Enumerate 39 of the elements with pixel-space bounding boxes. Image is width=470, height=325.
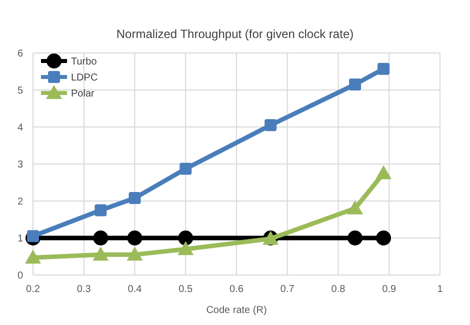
point — [378, 62, 390, 75]
x-tick-label: 0.3 — [76, 284, 92, 295]
legend-label: Turbo — [71, 56, 98, 68]
point — [347, 200, 364, 214]
y-tick-label: 0 — [17, 270, 24, 282]
legend-label: LDPC — [71, 72, 98, 84]
point — [376, 230, 392, 246]
x-tick-label: 0.5 — [178, 284, 194, 295]
point — [92, 246, 109, 261]
point — [93, 230, 108, 246]
point — [376, 165, 392, 180]
x-tick-label: 1 — [437, 284, 444, 295]
point — [127, 230, 142, 246]
point — [178, 241, 194, 256]
y-tick-label: 6 — [17, 48, 24, 60]
point — [348, 230, 363, 246]
x-tick-label: 0.9 — [382, 284, 397, 295]
point — [264, 119, 277, 132]
point — [27, 230, 39, 242]
y-tick-label: 1 — [17, 234, 24, 244]
y-tick-label: 5 — [17, 86, 24, 96]
point — [178, 230, 194, 246]
y-tick-label: 4 — [17, 122, 24, 134]
point — [128, 192, 141, 204]
point — [126, 246, 143, 261]
x-axis-title: Code rate (R) — [206, 305, 267, 316]
x-tick-label: 0.4 — [128, 284, 142, 295]
x-tick-label: 0.8 — [331, 284, 346, 295]
y-tick-label: 3 — [17, 160, 24, 170]
x-tick-label: 0.6 — [230, 284, 244, 295]
point — [349, 78, 362, 90]
x-tick-label: 0.7 — [280, 284, 295, 295]
point — [180, 162, 192, 175]
point — [25, 250, 41, 264]
x-tick-label: 0.2 — [26, 284, 40, 295]
legend-label: Polar — [71, 88, 96, 100]
point — [94, 204, 107, 216]
y-tick-label: 2 — [17, 196, 24, 208]
chart-title: Normalized Throughput (for given clock rate) — [116, 27, 354, 41]
